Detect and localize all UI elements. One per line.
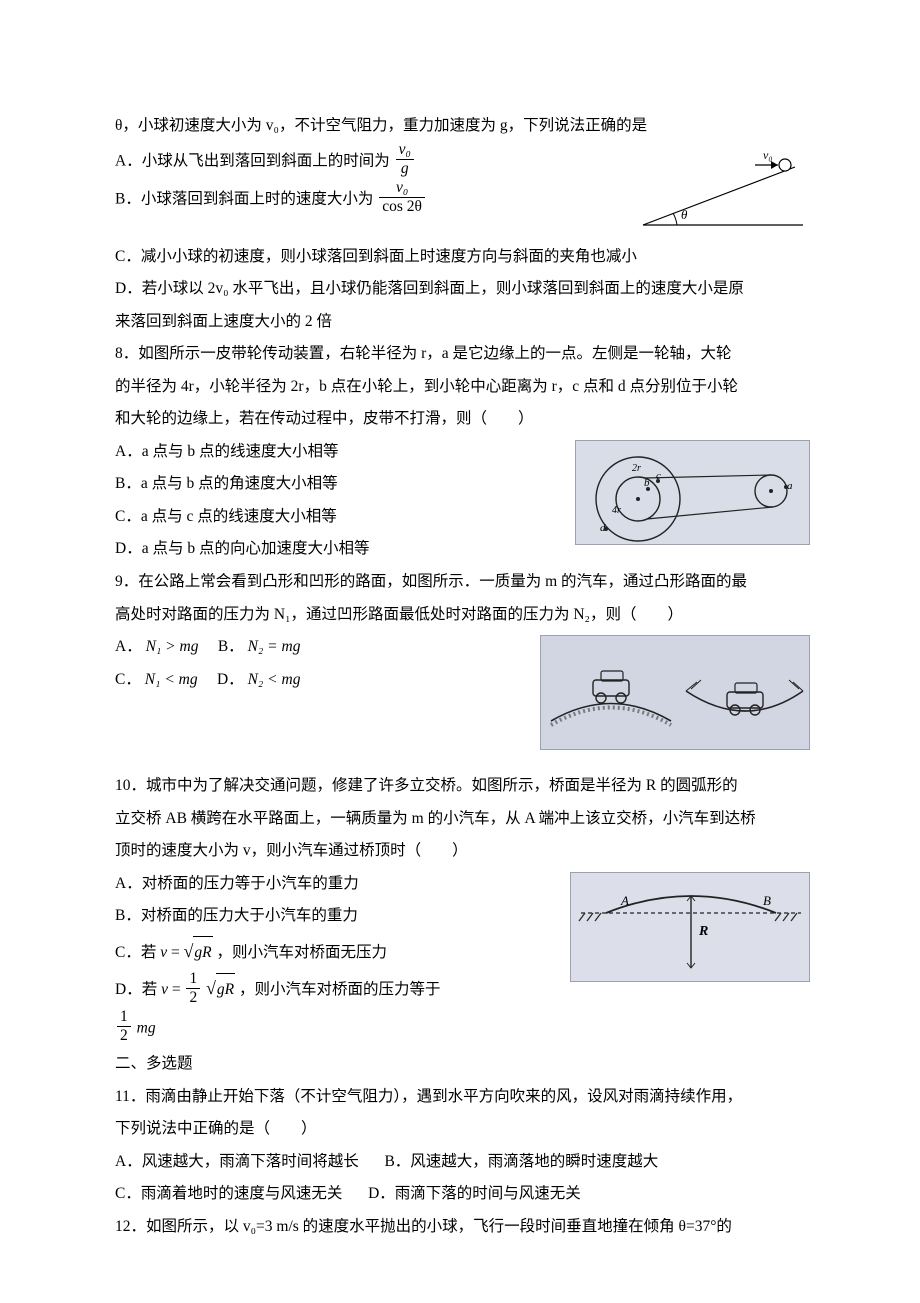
q12-stem: 12．如图所示，以 v₀=3 m/s 的速度水平抛出的小球，飞行一段时间垂直地撞… [115,1211,810,1244]
fig-theta-label: θ [681,207,688,222]
q10-optD-v: v [161,981,168,998]
q10-stem-l1: 10．城市中为了解决交通问题，修建了许多立交桥。如图所示，桥面是半径为 R 的圆… [115,770,810,803]
svg-text:2r: 2r [632,463,641,474]
q9-stem-l1: 9．在公路上常会看到凸形和凹形的路面，如图所示．一质量为 m 的汽车，通过凸形路… [115,566,810,599]
q11-optD: D．雨滴下落的时间与风速无关 [368,1185,581,1202]
q10-optC-eq: = [171,944,184,961]
q7-optA-prefix: A．小球从飞出到落回到斜面上的时间为 [115,152,390,169]
q10: 10．城市中为了解决交通问题，修建了许多立交桥。如图所示，桥面是半径为 R 的圆… [115,770,810,1048]
svg-text:a: a [787,480,793,492]
q10-optD-suffix: ，则小汽车对桥面的压力等于 [239,981,441,998]
q9: 9．在公路上常会看到凸形和凹形的路面，如图所示．一质量为 m 的汽车，通过凸形路… [115,566,810,770]
q11: 11．雨滴由静止开始下落（不计空气阻力），遇到水平方向吹来的风，设风对雨滴持续作… [115,1081,810,1211]
q11-optC: C．雨滴着地时的速度与风速无关 [115,1185,342,1202]
q10-optD-half: 1 2 [186,970,200,1008]
q11-row2: C．雨滴着地时的速度与风速无关 D．雨滴下落的时间与风速无关 [115,1178,810,1211]
q10-stem-l3: 顶时的速度大小为 v，则小汽车通过桥顶时（ ） [115,835,810,868]
q7-figure-incline: v₀ θ [635,147,810,237]
q9-optA-math: N₁ > mg [146,638,199,655]
q11-row1: A．风速越大，雨滴下落时间将越长 B．风速越大，雨滴落地的瞬时速度越大 [115,1146,810,1179]
q8-figure-pulley: a b c d 2r 4r [575,440,810,545]
svg-text:4r: 4r [612,505,621,516]
q9-optC-math: N₁ < mg [145,671,198,688]
q9-optC-label: C． [115,671,141,688]
q9-optD-label: D． [201,671,243,688]
q9-optA-label: A． [115,638,142,655]
q10-optD-tail-frac: 1 2 [117,1008,131,1046]
q10-stem-l2: 立交桥 AB 横跨在水平路面上，一辆质量为 m 的小汽车，从 A 端冲上该立交桥… [115,803,810,836]
q9-stem-l2: 高处时对路面的压力为 N₁，通过凹形路面最低处时对路面的压力为 N₂，则（ ） [115,599,810,632]
q7-optB-prefix: B．小球落回到斜面上时的速度大小为 [115,190,373,207]
q10-optD-sqrt: √gR [206,970,235,1007]
q10-optC-suffix: ，则小汽车对桥面无压力 [216,944,387,961]
q7-optD-l2: 来落回到斜面上速度大小的 2 倍 [115,306,810,339]
spacer [115,754,810,770]
q10-figure-bridge: A B R [570,872,810,982]
q10-optC-prefix: C．若 [115,944,156,961]
q11-stem-l1: 11．雨滴由静止开始下落（不计空气阻力），遇到水平方向吹来的风，设风对雨滴持续作… [115,1081,810,1114]
q7-optD-l1: D．若小球以 2v₀ 水平飞出，且小球仍能落回到斜面上，则小球落回到斜面上的速度… [115,273,810,306]
q11-optA: A．风速越大，雨滴下落时间将越长 [115,1153,359,1170]
q7-optB-fraction: v₀ cos 2θ [379,179,425,217]
q11-stem-l2: 下列说法中正确的是（ ） [115,1113,810,1146]
q7-optC: C．减小小球的初速度，则小球落回到斜面上时速度方向与斜面的夹角也减小 [115,241,810,274]
q10-optC-v: v [160,944,167,961]
q7-optA-fraction: v₀ g [396,141,414,179]
q9-optB-math: N₂ = mg [248,638,301,655]
q10-optC-sqrt: √gR [184,933,213,970]
q9-figure-cars [540,635,810,750]
q7-intro: θ，小球初速度大小为 v₀，不计空气阻力，重力加速度为 g，下列说法正确的是 [115,110,810,143]
q8: 8．如图所示一皮带轮传动装置，右轮半径为 r，a 是它边缘上的一点。左侧是一轮轴… [115,338,810,566]
q7: θ，小球初速度大小为 v₀，不计空气阻力，重力加速度为 g，下列说法正确的是 v… [115,110,810,338]
q9-optD-math: N₂ < mg [248,671,301,688]
q11-optB: B．风速越大，雨滴落地的瞬时速度越大 [384,1153,658,1170]
q8-stem-l1: 8．如图所示一皮带轮传动装置，右轮半径为 r，a 是它边缘上的一点。左侧是一轮轴… [115,338,810,371]
svg-text:b: b [644,477,650,489]
physics-exam-page: θ，小球初速度大小为 v₀，不计空气阻力，重力加速度为 g，下列说法正确的是 v… [0,0,920,1303]
q8-stem-l2: 的半径为 4r，小轮半径为 2r，b 点在小轮上，到小轮中心距离为 r，c 点和… [115,371,810,404]
svg-text:B: B [763,893,771,908]
section-2-heading: 二、多选题 [115,1055,193,1072]
svg-text:R: R [698,924,708,939]
q10-optD-eq: = [172,981,185,998]
q10-optD-prefix: D．若 [115,981,157,998]
q12: 12．如图所示，以 v₀=3 m/s 的速度水平抛出的小球，飞行一段时间垂直地撞… [115,1211,810,1244]
fig-v0-label: v₀ [763,148,773,162]
q8-stem-l3: 和大轮的边缘上，若在传动过程中，皮带不打滑，则（ ） [115,403,810,436]
svg-text:A: A [620,893,629,908]
q9-optB-label: B． [202,638,243,655]
q10-optD-tail: 1 2 mg [115,1010,810,1048]
q10-optD-tail-mg: mg [133,1019,156,1036]
